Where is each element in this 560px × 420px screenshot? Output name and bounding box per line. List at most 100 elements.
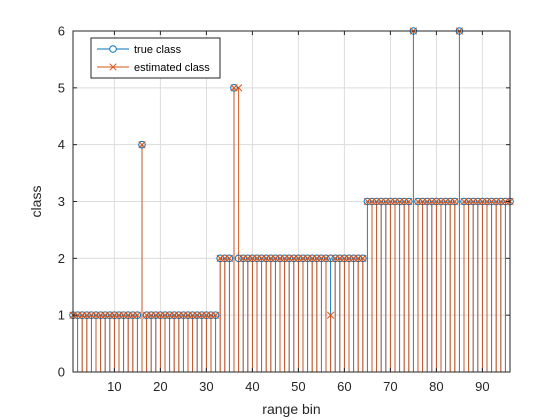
marker-true-class <box>253 254 261 263</box>
marker-true-class <box>395 197 404 206</box>
marker-true-class <box>345 254 353 263</box>
marker-true-class <box>326 254 335 263</box>
marker-true-class <box>382 197 390 206</box>
marker-true-class <box>78 311 86 319</box>
x-axis-label: range bin <box>262 401 320 417</box>
marker-true-class <box>478 197 487 206</box>
marker-true-class <box>322 254 330 263</box>
marker-true-class <box>110 311 119 319</box>
marker-true-class <box>483 197 491 206</box>
marker-true-class <box>115 311 123 319</box>
stems <box>72 31 511 372</box>
ticks: 10 20 30 40 50 60 70 80 90 0 1 2 3 4 5 6 <box>58 24 510 394</box>
marker-true-class <box>441 197 450 206</box>
marker-estimated-class <box>451 197 459 206</box>
marker-true-class <box>294 254 303 263</box>
marker-true-class <box>377 197 386 206</box>
marker-true-class <box>83 311 91 319</box>
y-tick-label: 5 <box>58 80 65 95</box>
marker-true-class <box>92 311 100 319</box>
marker-true-class <box>221 254 229 263</box>
marker-true-class <box>239 254 247 263</box>
marker-true-class <box>497 197 505 206</box>
marker-true-class <box>262 254 271 263</box>
marker-true-class <box>101 311 109 319</box>
x-tick-label: 60 <box>337 379 351 394</box>
marker-true-class <box>285 254 294 263</box>
y-tick-label: 1 <box>58 308 65 323</box>
marker-true-class <box>271 254 280 263</box>
marker-true-class <box>317 254 326 263</box>
marker-true-class <box>340 254 349 263</box>
marker-true-class <box>124 311 132 319</box>
marker-true-class <box>372 197 381 206</box>
x-tick-label: 80 <box>429 379 443 394</box>
marker-true-class <box>147 311 155 319</box>
x-tick-label: 50 <box>291 379 305 394</box>
marker-true-class <box>359 254 367 263</box>
marker-true-class <box>161 311 169 319</box>
marker-true-class <box>363 197 372 206</box>
x-tick-label: 10 <box>107 379 121 394</box>
marker-true-class <box>391 197 399 206</box>
marker-true-class <box>276 254 284 263</box>
marker-true-class <box>492 197 501 206</box>
marker-true-class <box>418 197 427 206</box>
legend-entry-estimated-class: estimated class <box>97 62 210 74</box>
legend-marker-x <box>109 63 117 71</box>
marker-true-class <box>414 197 422 206</box>
legend: true class estimated class <box>90 37 221 79</box>
marker-true-class <box>313 254 321 263</box>
marker-true-class <box>193 311 201 319</box>
marker-true-class <box>211 311 220 319</box>
legend-label-estimated-class: estimated class <box>134 62 210 74</box>
marker-true-class <box>428 197 436 206</box>
marker-true-class <box>280 254 289 263</box>
y-tick-label: 4 <box>58 137 65 152</box>
y-tick-label: 2 <box>58 251 65 266</box>
marker-true-class <box>432 197 441 206</box>
marker-true-class <box>299 254 307 263</box>
x-tick-label: 40 <box>245 379 259 394</box>
marker-true-class <box>451 197 459 206</box>
marker-true-class <box>487 197 496 206</box>
marker-true-class <box>368 197 376 206</box>
marker-true-class <box>156 311 165 319</box>
marker-true-class <box>423 197 432 206</box>
x-tick-label: 70 <box>383 379 397 394</box>
marker-true-class <box>138 140 146 149</box>
marker-true-class <box>170 311 178 319</box>
marker-true-class <box>308 254 317 263</box>
marker-estimated-class <box>326 311 335 319</box>
markers <box>69 27 514 319</box>
marker-true-class <box>175 311 183 319</box>
marker-true-class <box>234 254 243 263</box>
marker-true-class <box>437 197 445 206</box>
marker-true-class <box>96 311 105 319</box>
y-tick-label: 6 <box>58 24 65 39</box>
marker-true-class <box>336 254 344 263</box>
marker-true-class <box>129 311 137 319</box>
legend-entry-true-class: true class <box>97 44 182 56</box>
marker-true-class <box>225 254 234 263</box>
marker-true-class <box>179 311 188 319</box>
marker-true-class <box>165 311 174 319</box>
x-tick-label: 20 <box>153 379 167 394</box>
legend-marker-circle <box>109 45 117 53</box>
legend-label-true-class: true class <box>134 44 182 56</box>
legend-box <box>90 37 221 79</box>
marker-true-class <box>290 254 298 263</box>
marker-estimated-class <box>225 254 234 262</box>
grid <box>73 30 510 373</box>
marker-true-class <box>230 84 238 92</box>
marker-true-class <box>400 197 409 206</box>
marker-true-class <box>386 197 395 206</box>
marker-estimated-class <box>359 254 367 262</box>
x-tick-label: 90 <box>475 379 489 394</box>
marker-true-class <box>216 254 224 263</box>
marker-true-class <box>188 311 197 319</box>
marker-true-class <box>257 254 266 263</box>
marker-true-class <box>87 311 96 319</box>
marker-true-class <box>184 311 192 319</box>
